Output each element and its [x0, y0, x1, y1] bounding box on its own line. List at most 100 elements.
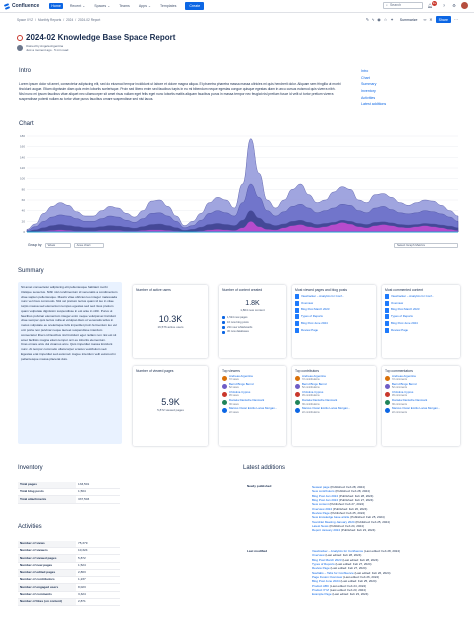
toc-link[interactable]: Chart [361, 75, 370, 80]
toc-link[interactable]: Summary [361, 82, 377, 87]
content-link[interactable]: Blog Post June 2024 [391, 320, 418, 325]
addition-link[interactable]: Navitabs – Tabs for Confluence [312, 570, 354, 575]
addition-link[interactable]: Blog Post June 2024 [312, 579, 340, 584]
content-link[interactable]: Types of Reports [301, 314, 323, 319]
group-by-select[interactable]: Week [44, 243, 71, 248]
person-name[interactable]: Christina Cyprus [229, 390, 251, 395]
create-button[interactable]: Create [185, 2, 205, 10]
watch-eye-icon[interactable]: ◉ [377, 17, 381, 23]
top-commentators-card[interactable]: Top commentators Andreas Argentina 72 com… [382, 366, 460, 446]
content-link[interactable]: Blog Post June 2024 [301, 320, 328, 325]
top-viewers-card[interactable]: Top viewers Andreas Argentina 72 views Ber… [219, 366, 286, 446]
content-list-item[interactable]: Types of Reports [385, 314, 457, 320]
addition-link[interactable]: Blog Post Jan 2024 [312, 498, 339, 503]
share-button[interactable]: Share [435, 16, 451, 24]
person-name[interactable]: Andreas Argentina [392, 374, 416, 379]
addition-link[interactable]: Review Page [312, 566, 330, 571]
addition-link[interactable]: New content [312, 502, 329, 507]
addition-link[interactable]: Newest page [312, 485, 330, 489]
nav-item-1[interactable]: Recent ⌄ [69, 3, 86, 8]
content-list-item[interactable]: Review Page [385, 327, 457, 334]
person-name[interactable]: Bernd Bingo Bernd [392, 382, 417, 387]
person-name[interactable]: Andreas Argentina [229, 374, 253, 379]
addition-link[interactable]: Review Page [312, 511, 330, 516]
nav-item-3[interactable]: Teams [119, 3, 130, 8]
person-row[interactable]: Marcus Oscar Emilio Lucas Morgan... 22 co… [295, 407, 373, 414]
addition-link[interactable]: New knowledge base article [312, 515, 350, 520]
addition-link[interactable]: Overview 2024 [312, 506, 333, 511]
ai-sparkle-icon[interactable]: ✦ [390, 17, 394, 23]
person-row[interactable]: Daniela Danische Danmark 36 views [222, 398, 283, 406]
person-name[interactable]: Bernd Bingo Bernd [229, 382, 254, 387]
content-link[interactable]: Blog Post March 2023 [391, 307, 420, 312]
person-row[interactable]: Marcus Oscar Emilio Lucas Morgan... 22 co… [385, 407, 457, 414]
edit-pencil-icon[interactable]: ✎ [365, 17, 370, 23]
content-link[interactable]: Review Page [301, 327, 319, 332]
person-row[interactable]: Andreas Argentina 72 comments [385, 374, 457, 381]
content-link[interactable]: Review Page [391, 327, 409, 332]
person-row[interactable]: Christina Cyprus 45 contributions [295, 391, 373, 397]
person-row[interactable]: Daniela Danische Danmark 36 contributions [295, 399, 373, 406]
addition-link[interactable]: Page Fusion Overview [312, 575, 343, 580]
toc-link[interactable]: Inventory [361, 89, 376, 94]
content-list-item[interactable]: Blog Post March 2023 [385, 307, 457, 313]
person-row[interactable]: Andreas Argentina 72 views [222, 374, 283, 381]
person-name[interactable]: Andreas Argentina [302, 374, 326, 379]
addition-link[interactable]: Types of Reports [312, 562, 335, 567]
most-commented-card[interactable]: Most commented content Viewtracker – Ana… [382, 285, 460, 358]
breadcrumb-item[interactable]: 2024 [66, 18, 74, 22]
content-list-item[interactable]: Viewtracker – Analytics for Conf... [295, 294, 373, 300]
settings-gear-icon[interactable]: ⚙ [452, 3, 456, 8]
person-name[interactable]: Christina Cyprus [302, 390, 324, 395]
content-list-item[interactable]: Review Page [295, 327, 373, 334]
content-link[interactable]: Types of Reports [391, 314, 413, 319]
content-list-item[interactable]: Blog Post June 2024 [295, 320, 373, 327]
addition-link[interactable]: Blog Post March 2023 [312, 557, 342, 562]
content-link[interactable]: Overview [301, 300, 314, 305]
more-actions-icon[interactable]: ⋯ [454, 17, 458, 23]
person-row[interactable]: Daniela Danische Danmark 36 comments [385, 398, 457, 406]
most-viewed-card[interactable]: Most viewed pages and blog posts Viewtra… [292, 285, 376, 358]
addition-link[interactable]: Example Page [312, 592, 332, 597]
person-name[interactable]: Marcus Oscar Emilio Lucas Morgan... [229, 406, 278, 411]
summarize-button[interactable]: Summarize [399, 17, 418, 22]
content-link[interactable]: Viewtracker – Analytics for Conf... [391, 293, 435, 298]
person-row[interactable]: Bernd Bingo Bernd 52 contributions [295, 382, 373, 389]
person-name[interactable]: Daniela Danische Danmark [392, 398, 428, 403]
nav-item-0[interactable]: Home [49, 2, 63, 10]
content-list-item[interactable]: Overview [385, 301, 457, 306]
person-name[interactable]: Daniela Danische Danmark [229, 398, 265, 403]
nav-item-2[interactable]: Spaces ⌄ [94, 3, 111, 8]
toc-link[interactable]: Activities [361, 95, 376, 100]
user-avatar[interactable] [461, 2, 468, 9]
content-list-item[interactable]: Blog Post June 2024 [385, 320, 457, 327]
content-created-card[interactable]: Number of content created 1.8K 1,804 new… [219, 285, 286, 358]
link-icon[interactable]: ∞ [423, 17, 427, 23]
help-icon[interactable]: ? [442, 3, 446, 8]
content-list-item[interactable]: Types of Reports [295, 314, 373, 320]
person-row[interactable]: Marcus Oscar Emilio Lucas Morgan... 22 vi… [222, 406, 283, 414]
active-users-card[interactable]: Number of active users 10.3K 16,576 acti… [133, 285, 208, 358]
star-icon[interactable]: ☆ [383, 17, 388, 23]
person-row[interactable]: Bernd Bingo Bernd 52 views [222, 382, 283, 389]
addition-link[interactable]: New contributors [312, 489, 335, 494]
notifications-bell-icon[interactable]: 🔔︎ [427, 3, 433, 8]
nav-item-4[interactable]: Apps ⌄ [138, 3, 152, 8]
content-list-item[interactable]: Viewtracker – Analytics for Conf... [385, 293, 457, 300]
person-row[interactable]: Christina Cyprus 45 views [222, 391, 283, 397]
breadcrumb-item[interactable]: Space XYZ [17, 18, 34, 22]
viewed-pages-card[interactable]: Number of viewed pages 5.9K 5,872 viewed… [133, 366, 208, 446]
person-row[interactable]: Christina Cyprus 45 comments [385, 391, 457, 397]
lightning-icon[interactable]: ϟ [372, 17, 375, 23]
toc-link[interactable]: Latest additions [361, 102, 387, 107]
person-name[interactable]: Bernd Bingo Bernd [302, 382, 327, 387]
confluence-logo[interactable]: Confluence [3, 2, 39, 10]
content-link[interactable]: Overview [391, 300, 404, 305]
graph-metrics-select[interactable]: Select Graph Metrics [394, 243, 458, 248]
addition-link[interactable]: Blog Post Jan 2024 [312, 493, 339, 498]
breadcrumb-item[interactable]: 2024-02 Report [78, 18, 101, 22]
top-contributors-card[interactable]: Top contributors Andreas Argentina 72 con… [292, 366, 376, 446]
person-name[interactable]: Christina Cyprus [392, 390, 414, 395]
content-list-item[interactable]: Overview [295, 301, 373, 306]
breadcrumb-item[interactable]: Monthly Reports [38, 18, 62, 22]
